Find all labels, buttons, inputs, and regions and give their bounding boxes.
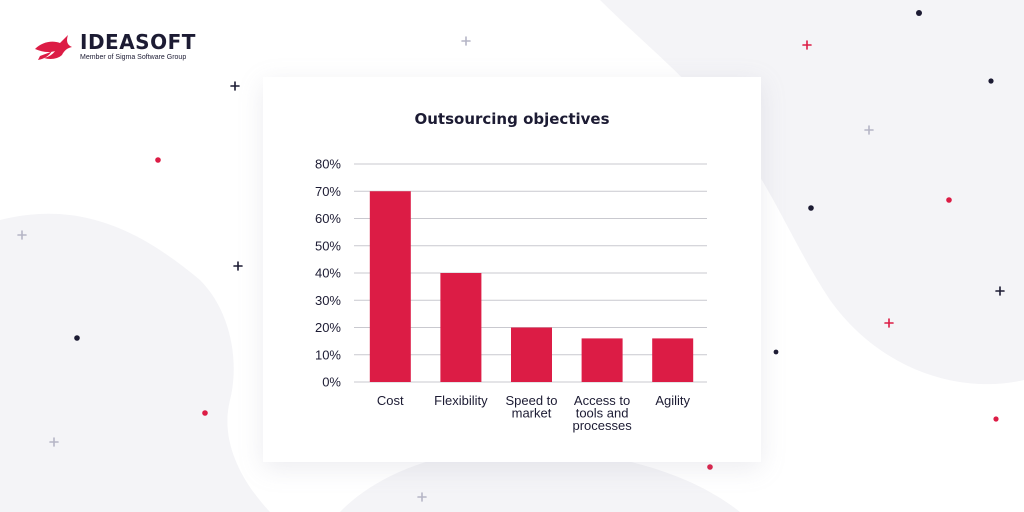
decor-dot — [808, 205, 814, 211]
decor-dot — [155, 157, 161, 163]
y-tick-label: 60% — [315, 211, 341, 226]
y-tick-label: 80% — [315, 157, 341, 172]
decor-dot — [707, 464, 713, 470]
bird-logo-icon — [35, 35, 72, 60]
y-tick-label: 30% — [315, 293, 341, 308]
x-axis: Cost Flexibility Speed to market Access to to… — [377, 393, 691, 433]
decor-plus — [17, 230, 27, 240]
y-axis: 0% 10% 20% 30% 40% 50% 60% 70% 80% — [315, 157, 341, 390]
chart-bars — [369, 191, 694, 382]
decor-dot — [202, 410, 208, 416]
bar — [511, 327, 552, 382]
x-tick-label: Cost — [377, 393, 404, 408]
background-shape — [340, 448, 740, 512]
decor-plus — [461, 36, 471, 46]
x-tick-label: Flexibility — [434, 393, 488, 408]
decor-dot — [988, 78, 994, 84]
x-tick-label: Access to tools and processes — [572, 393, 632, 433]
decor-plus — [884, 318, 894, 328]
decor-dot — [74, 335, 80, 341]
y-tick-label: 0% — [322, 375, 341, 390]
decor-dots — [74, 10, 999, 470]
x-tick-label: Agility — [655, 393, 690, 408]
bar-chart: 0% 10% 20% 30% 40% 50% 60% 70% 80% Cost Flexibili… — [315, 157, 707, 433]
decor-dot — [946, 197, 952, 203]
bar — [652, 338, 694, 382]
y-tick-label: 70% — [315, 184, 341, 199]
background-shape — [0, 213, 270, 512]
decor-dot — [993, 416, 999, 422]
decor-plus — [230, 81, 240, 91]
chart-title: Outsourcing objectives — [414, 110, 610, 128]
y-tick-label: 50% — [315, 238, 341, 253]
decor-plus — [995, 286, 1005, 296]
decor-plus — [864, 125, 874, 135]
chart-card: 0% 10% 20% 30% 40% 50% 60% 70% 80% Cost Flexibili… — [263, 77, 761, 462]
brand-logo[interactable]: IDEASOFT Member of Sigma Software Group — [34, 32, 196, 62]
x-tick-label: Speed to market — [505, 393, 557, 421]
y-tick-label: 10% — [315, 347, 341, 362]
decor-plus-signs — [17, 36, 1005, 502]
decor-plus — [233, 261, 243, 271]
brand-name: IDEASOFT — [80, 30, 196, 54]
y-tick-label: 40% — [315, 266, 341, 281]
decor-dot — [916, 10, 922, 16]
decor-plus — [417, 492, 427, 502]
bar — [581, 338, 623, 382]
bar — [440, 273, 482, 382]
decor-plus — [49, 437, 59, 447]
brand-tagline: Member of Sigma Software Group — [80, 54, 187, 61]
y-tick-label: 20% — [315, 320, 341, 335]
bar — [369, 191, 411, 382]
decor-plus — [802, 40, 812, 50]
decor-dot — [773, 349, 779, 355]
